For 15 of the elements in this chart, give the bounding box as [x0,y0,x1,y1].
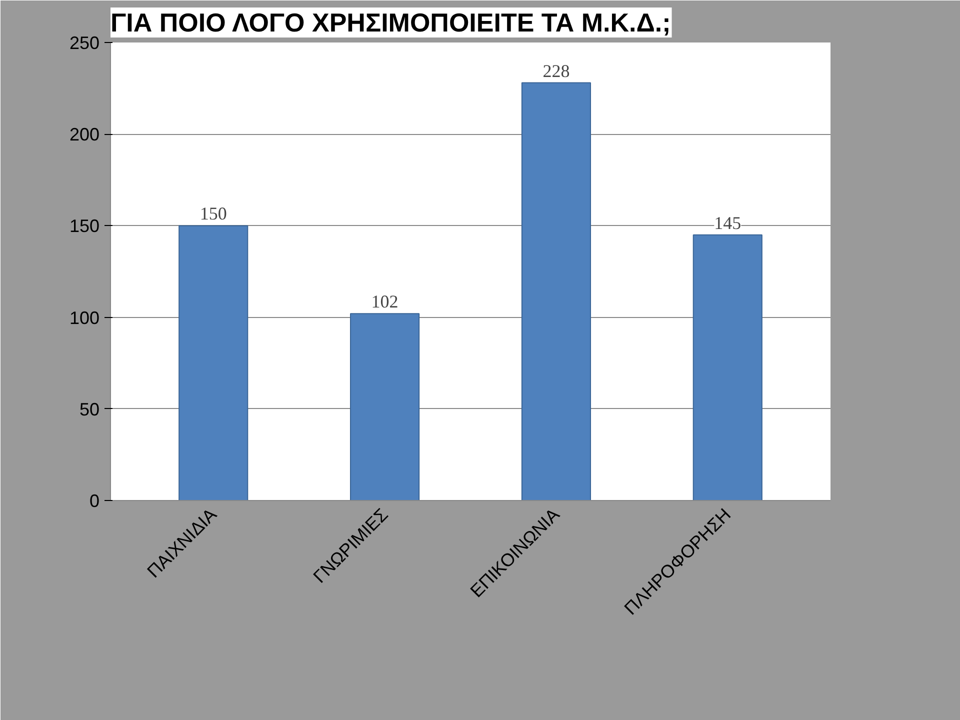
data-label: 145 [714,212,742,233]
data-label: 150 [200,204,227,224]
chart-title: ΓΙΑ ΠΟΙΟ ΛΟΓΟ ΧΡΗΣΙΜΟΠΟΙΕΙΤΕ ΤΑ Μ.Κ.Δ.; [110,8,671,38]
y-tick-label: 50 [79,399,100,420]
data-label: 102 [371,292,398,312]
y-tick-label: 250 [69,33,100,53]
y-tick-label: 150 [69,216,100,236]
bar [350,313,420,500]
y-tick-label: 200 [69,124,100,145]
bar [178,225,248,500]
y-tick-label: 100 [69,308,100,328]
bar [521,82,591,500]
data-label: 228 [542,60,570,81]
y-tick-label: 0 [89,491,100,511]
bar [692,234,762,500]
